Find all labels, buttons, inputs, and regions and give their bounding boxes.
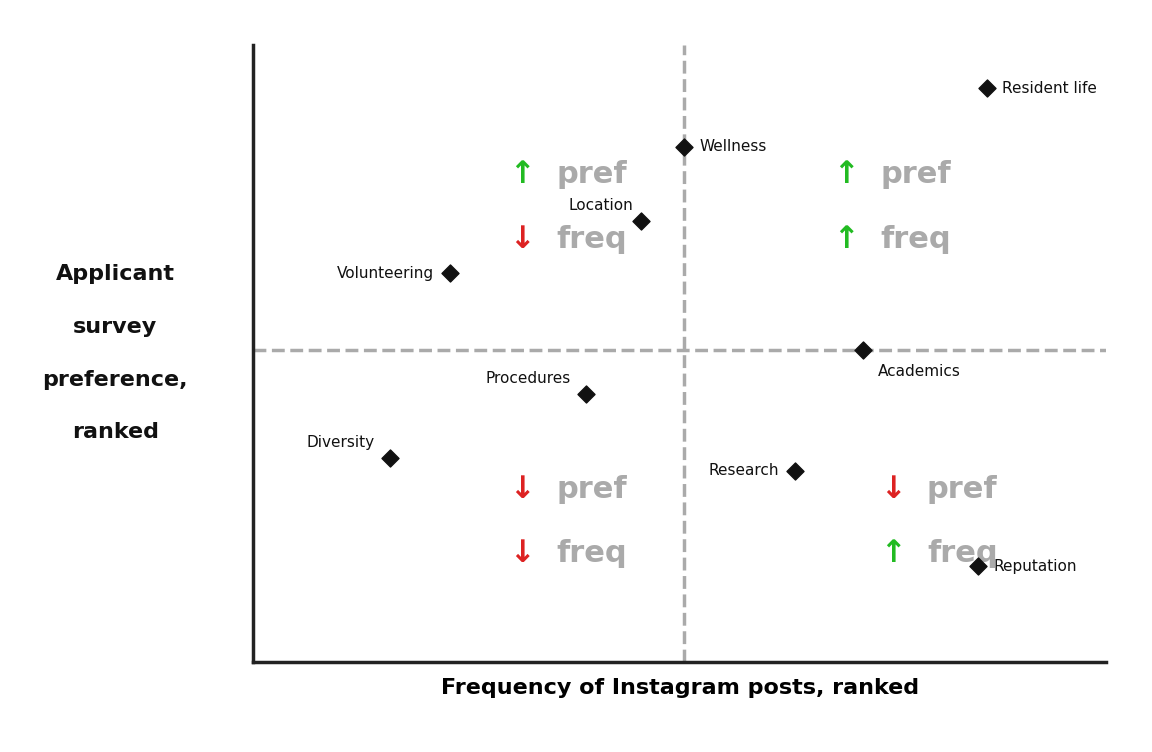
Text: pref: pref bbox=[556, 475, 627, 504]
Point bbox=[380, 452, 399, 464]
Text: ranked: ranked bbox=[71, 423, 159, 442]
Text: survey: survey bbox=[73, 317, 158, 337]
Point bbox=[440, 267, 458, 279]
Text: Volunteering: Volunteering bbox=[338, 265, 434, 280]
Text: Academics: Academics bbox=[878, 365, 961, 380]
Text: pref: pref bbox=[880, 160, 950, 189]
Point bbox=[577, 387, 596, 399]
Text: freq: freq bbox=[927, 539, 998, 569]
Point bbox=[675, 141, 694, 153]
Text: Research: Research bbox=[708, 463, 780, 478]
X-axis label: Frequency of Instagram posts, ranked: Frequency of Instagram posts, ranked bbox=[440, 678, 919, 699]
Point bbox=[977, 82, 995, 94]
Text: ↑: ↑ bbox=[880, 539, 905, 569]
Text: pref: pref bbox=[556, 160, 627, 189]
Text: freq: freq bbox=[880, 225, 950, 254]
Text: ↑: ↑ bbox=[833, 225, 858, 254]
Text: Wellness: Wellness bbox=[699, 139, 767, 154]
Point bbox=[854, 344, 872, 356]
Text: ↑: ↑ bbox=[509, 160, 535, 189]
Text: pref: pref bbox=[927, 475, 998, 504]
Text: Applicant: Applicant bbox=[55, 265, 175, 284]
Text: freq: freq bbox=[556, 225, 627, 254]
Text: preference,: preference, bbox=[43, 370, 188, 390]
Text: Location: Location bbox=[568, 198, 632, 213]
Text: Procedures: Procedures bbox=[485, 371, 570, 386]
Point bbox=[969, 560, 987, 572]
Text: ↓: ↓ bbox=[509, 539, 535, 569]
Text: ↓: ↓ bbox=[509, 475, 535, 504]
Text: freq: freq bbox=[556, 539, 627, 569]
Text: Diversity: Diversity bbox=[306, 435, 374, 450]
Point bbox=[632, 215, 651, 227]
Text: ↓: ↓ bbox=[880, 475, 905, 504]
Text: ↑: ↑ bbox=[833, 160, 858, 189]
Text: Reputation: Reputation bbox=[993, 559, 1077, 574]
Text: Resident life: Resident life bbox=[1002, 80, 1097, 96]
Point bbox=[786, 465, 804, 477]
Text: ↓: ↓ bbox=[509, 225, 535, 254]
